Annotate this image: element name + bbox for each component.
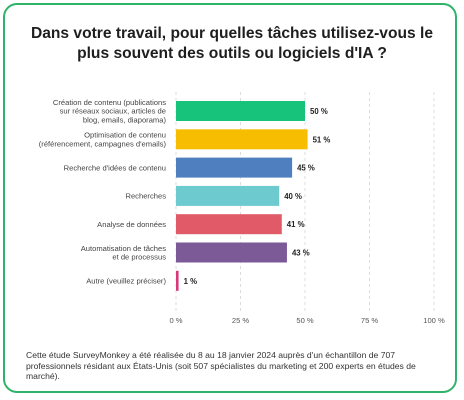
data-label: 43 % xyxy=(292,249,310,258)
bar xyxy=(176,242,287,263)
bar xyxy=(176,185,280,206)
data-label: 51 % xyxy=(313,135,331,144)
x-tick-label: 50 % xyxy=(296,316,314,325)
data-label: 40 % xyxy=(284,192,302,201)
category-label: Analyse de données xyxy=(97,220,166,229)
bar xyxy=(176,157,293,178)
category-label: Autre (veuillez préciser) xyxy=(86,277,166,286)
data-label: 1 % xyxy=(184,277,198,286)
x-tick-label: 100 % xyxy=(423,316,445,325)
bar xyxy=(176,270,179,291)
category-label: Optimisation de contenu (référencement, c… xyxy=(39,131,167,149)
category-label: Recherches xyxy=(125,192,166,201)
x-tick-label: 0 % xyxy=(169,316,182,325)
data-label: 45 % xyxy=(297,164,315,173)
bar xyxy=(176,101,305,121)
category-label: Automatisation de tâches et de processus xyxy=(81,244,166,262)
category-label: Création de contenu (publications sur rés… xyxy=(53,98,167,124)
bar xyxy=(176,214,282,235)
category-label: Recherche d'idées de contenu xyxy=(64,163,166,172)
chart-title: Dans votre travail, pour quelles tâches … xyxy=(30,25,434,62)
data-label: 50 % xyxy=(310,107,328,116)
x-tick-label: 25 % xyxy=(232,316,250,325)
chart-footnote: Cette étude SurveyMonkey a été réalisée … xyxy=(26,350,416,382)
bar xyxy=(176,129,308,150)
x-tick-label: 75 % xyxy=(361,316,379,325)
data-label: 41 % xyxy=(287,220,305,229)
